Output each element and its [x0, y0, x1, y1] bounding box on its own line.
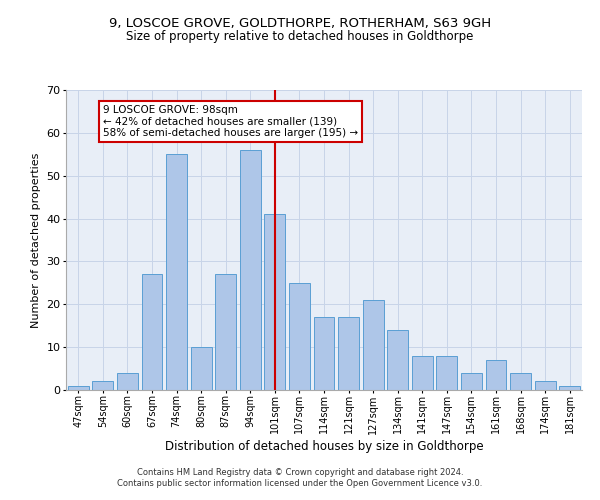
- Bar: [338, 317, 359, 390]
- Bar: [314, 317, 334, 390]
- Bar: [240, 150, 261, 390]
- X-axis label: Distribution of detached houses by size in Goldthorpe: Distribution of detached houses by size …: [164, 440, 484, 454]
- Bar: [461, 373, 482, 390]
- Y-axis label: Number of detached properties: Number of detached properties: [31, 152, 41, 328]
- Bar: [485, 360, 506, 390]
- Bar: [436, 356, 457, 390]
- Bar: [535, 382, 556, 390]
- Text: Contains HM Land Registry data © Crown copyright and database right 2024.
Contai: Contains HM Land Registry data © Crown c…: [118, 468, 482, 487]
- Bar: [362, 300, 383, 390]
- Bar: [387, 330, 408, 390]
- Bar: [68, 386, 89, 390]
- Bar: [215, 274, 236, 390]
- Bar: [265, 214, 286, 390]
- Bar: [412, 356, 433, 390]
- Text: Size of property relative to detached houses in Goldthorpe: Size of property relative to detached ho…: [127, 30, 473, 43]
- Bar: [117, 373, 138, 390]
- Text: 9 LOSCOE GROVE: 98sqm
← 42% of detached houses are smaller (139)
58% of semi-det: 9 LOSCOE GROVE: 98sqm ← 42% of detached …: [103, 105, 358, 138]
- Bar: [289, 283, 310, 390]
- Bar: [510, 373, 531, 390]
- Bar: [559, 386, 580, 390]
- Text: 9, LOSCOE GROVE, GOLDTHORPE, ROTHERHAM, S63 9GH: 9, LOSCOE GROVE, GOLDTHORPE, ROTHERHAM, …: [109, 18, 491, 30]
- Bar: [142, 274, 163, 390]
- Bar: [191, 347, 212, 390]
- Bar: [166, 154, 187, 390]
- Bar: [92, 382, 113, 390]
